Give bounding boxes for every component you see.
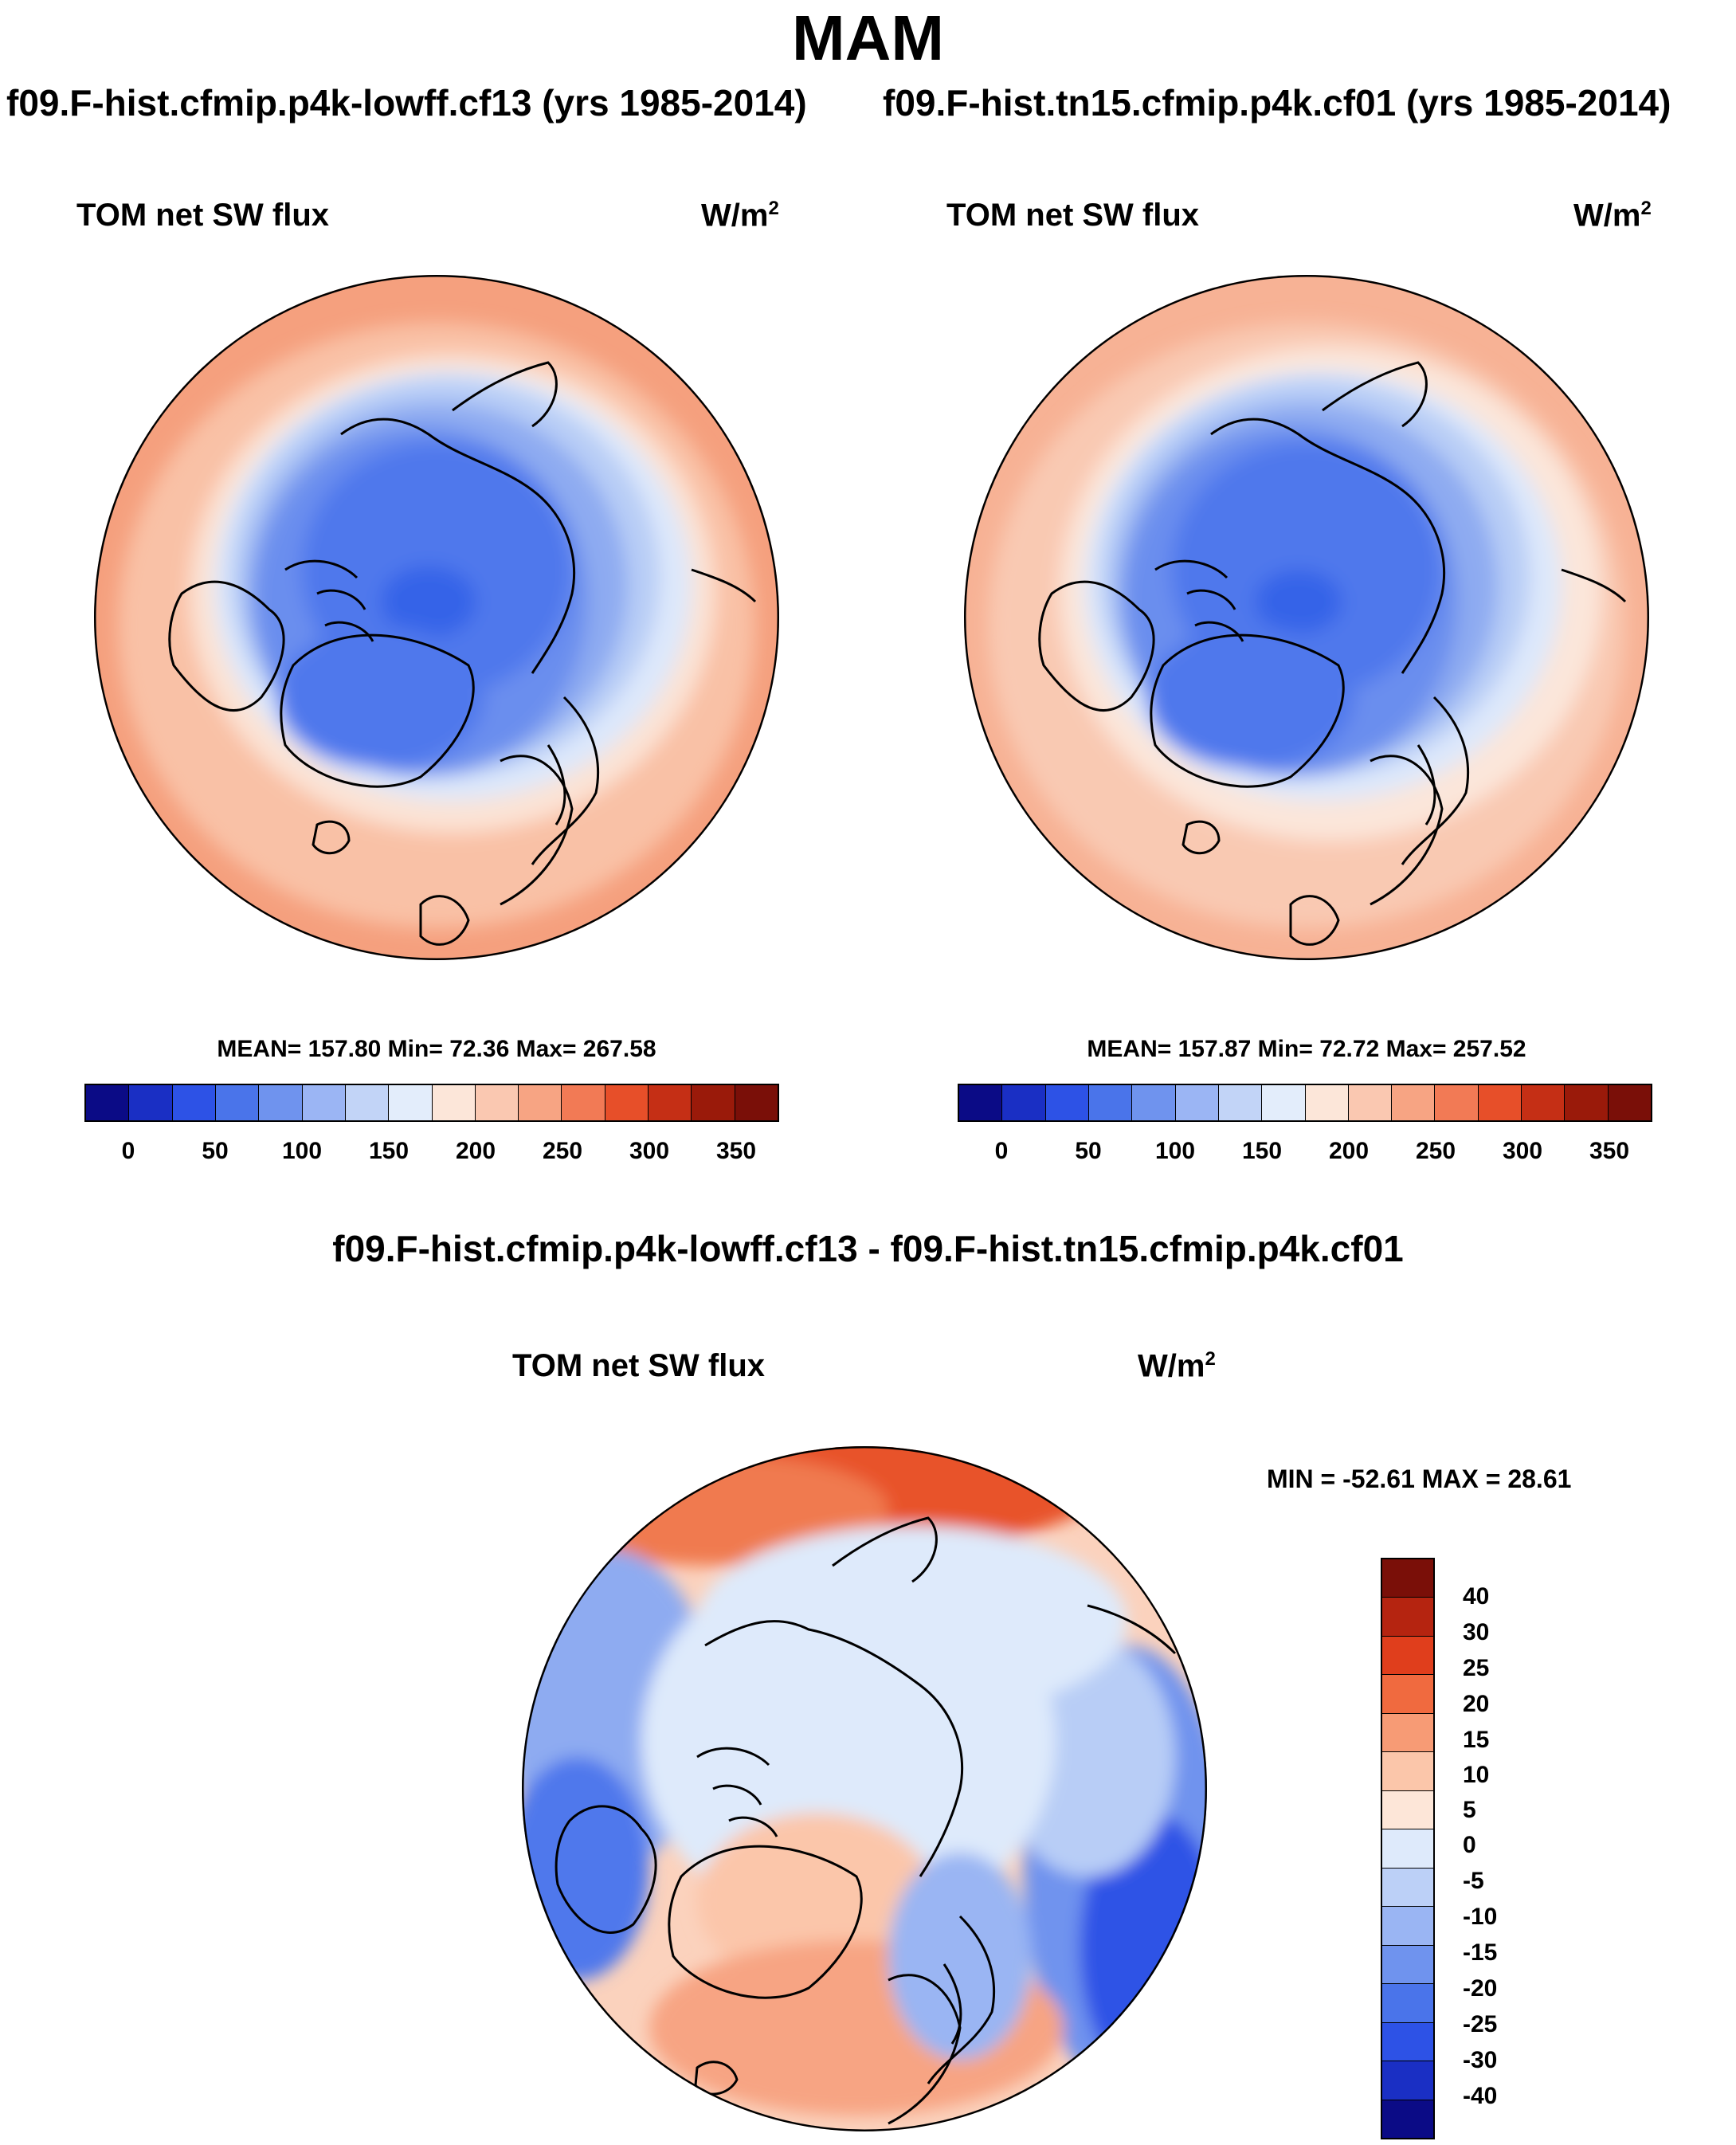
colorbar-swatch [345, 1085, 390, 1120]
variable-label-left: TOM net SW flux [76, 198, 330, 233]
colorbar-swatch [519, 1085, 562, 1120]
figure-title: MAM [791, 2, 945, 73]
colorbar-tick: -15 [1463, 1939, 1498, 1966]
colorbar-tick: -40 [1463, 2083, 1498, 2109]
colorbar-tick: -25 [1463, 2011, 1498, 2037]
colorbar-swatch [1382, 1907, 1433, 1946]
colorbar-swatch [1382, 1829, 1433, 1869]
colorbar-tick: 0 [994, 1138, 1009, 1164]
colorbar-swatch [1382, 2022, 1433, 2062]
colorbar-tick: 150 [1241, 1138, 1283, 1164]
colorbar-tick: -10 [1463, 1904, 1498, 1930]
colorbar-tick: 5 [1463, 1797, 1476, 1823]
colorbar-swatch [1382, 1945, 1433, 1985]
difference-title: f09.F-hist.cfmip.p4k-lowff.cf13 - f09.F-… [332, 1228, 1404, 1269]
colorbar-swatch [1382, 1752, 1433, 1791]
colorbar-swatch [86, 1085, 130, 1120]
colorbar-swatch [1565, 1085, 1609, 1120]
colorbar-swatch [1382, 2061, 1433, 2100]
colorbar-swatch [1382, 1598, 1433, 1637]
colorbar-swatch [475, 1085, 519, 1120]
colorbar-swatch [1382, 1713, 1433, 1753]
stats-right: MEAN= 157.87 Min= 72.72 Max= 257.52 [1087, 1036, 1526, 1062]
colorbar-tick: 250 [1415, 1138, 1456, 1164]
diff-minmax: MIN = -52.61 MAX = 28.61 [1267, 1465, 1572, 1493]
colorbar-swatch [1608, 1085, 1651, 1120]
colorbar-swatch [562, 1085, 605, 1120]
colorbar-swatch [649, 1085, 692, 1120]
colorbar-swatch [1478, 1085, 1522, 1120]
colorbar-difference [1381, 1558, 1435, 2139]
colorbar-swatch [735, 1085, 778, 1120]
colorbar-tick: 100 [281, 1138, 323, 1164]
colorbar-swatch [215, 1085, 260, 1120]
colorbar-swatch [1382, 1790, 1433, 1830]
colorbar-swatch [959, 1085, 1003, 1120]
colorbar-swatch [1382, 2100, 1433, 2139]
colorbar-swatch [1045, 1085, 1089, 1120]
colorbar-swatch [172, 1085, 216, 1120]
colorbar-tick: 200 [1328, 1138, 1370, 1164]
colorbar-swatch [259, 1085, 303, 1120]
colorbar-swatch [605, 1085, 649, 1120]
units-label-left: W/m2 [701, 198, 779, 233]
variable-label-right: TOM net SW flux [946, 198, 1200, 233]
colorbar-swatch [1348, 1085, 1393, 1120]
colorbar-swatch [129, 1085, 173, 1120]
colorbar-swatch [1392, 1085, 1436, 1120]
colorbar-tick: 200 [455, 1138, 496, 1164]
colorbar-tick: 20 [1463, 1691, 1490, 1717]
colorbar-tick: 300 [1502, 1138, 1543, 1164]
colorbar-swatch [1175, 1085, 1219, 1120]
polar-map-difference [522, 1446, 1207, 2131]
colorbar-swatch [1382, 1636, 1433, 1676]
colorbar-tick: 350 [1589, 1138, 1630, 1164]
colorbar-swatch [1305, 1085, 1349, 1120]
colorbar-tick: 40 [1463, 1583, 1490, 1610]
colorbar-swatch [1435, 1085, 1479, 1120]
stats-left: MEAN= 157.80 Min= 72.36 Max= 267.58 [217, 1036, 656, 1062]
colorbar-tick: 250 [542, 1138, 583, 1164]
colorbar-tick: 15 [1463, 1727, 1490, 1753]
colorbar-swatch [1218, 1085, 1263, 1120]
colorbar-swatch [432, 1085, 476, 1120]
colorbar-swatch [1522, 1085, 1566, 1120]
colorbar-swatch [389, 1085, 433, 1120]
colorbar-tick: 100 [1154, 1138, 1196, 1164]
colorbar-tick: 50 [202, 1138, 229, 1164]
colorbar-swatch [1002, 1085, 1046, 1120]
colorbar-right [958, 1084, 1652, 1122]
colorbar-swatch [1382, 1984, 1433, 2023]
colorbar-tick: 0 [1463, 1832, 1476, 1858]
colorbar-left [84, 1084, 779, 1122]
colorbar-tick: -5 [1463, 1868, 1484, 1894]
polar-map-left [94, 275, 779, 960]
colorbar-tick: 300 [629, 1138, 670, 1164]
colorbar-swatch [1382, 1559, 1433, 1598]
colorbar-tick: 50 [1075, 1138, 1102, 1164]
units-label-right: W/m2 [1573, 198, 1652, 233]
colorbar-swatch [302, 1085, 346, 1120]
colorbar-tick: -30 [1463, 2047, 1498, 2073]
variable-label-diff: TOM net SW flux [512, 1348, 766, 1383]
polar-map-right [964, 275, 1649, 960]
colorbar-swatch [1262, 1085, 1306, 1120]
colorbar-tick: 150 [368, 1138, 410, 1164]
units-label-diff: W/m2 [1138, 1348, 1216, 1384]
colorbar-swatch [692, 1085, 735, 1120]
case-title-left: f09.F-hist.cfmip.p4k-lowff.cf13 (yrs 198… [6, 82, 807, 124]
colorbar-swatch [1382, 1675, 1433, 1714]
colorbar-tick: 30 [1463, 1619, 1490, 1645]
colorbar-tick: 0 [121, 1138, 135, 1164]
colorbar-tick: 350 [715, 1138, 757, 1164]
case-title-right: f09.F-hist.tn15.cfmip.p4k.cf01 (yrs 1985… [883, 82, 1671, 124]
colorbar-swatch [1132, 1085, 1176, 1120]
colorbar-swatch [1382, 1868, 1433, 1908]
colorbar-tick: -20 [1463, 1975, 1498, 2002]
colorbar-swatch [1088, 1085, 1133, 1120]
colorbar-tick: 25 [1463, 1655, 1490, 1681]
colorbar-tick: 10 [1463, 1762, 1490, 1788]
